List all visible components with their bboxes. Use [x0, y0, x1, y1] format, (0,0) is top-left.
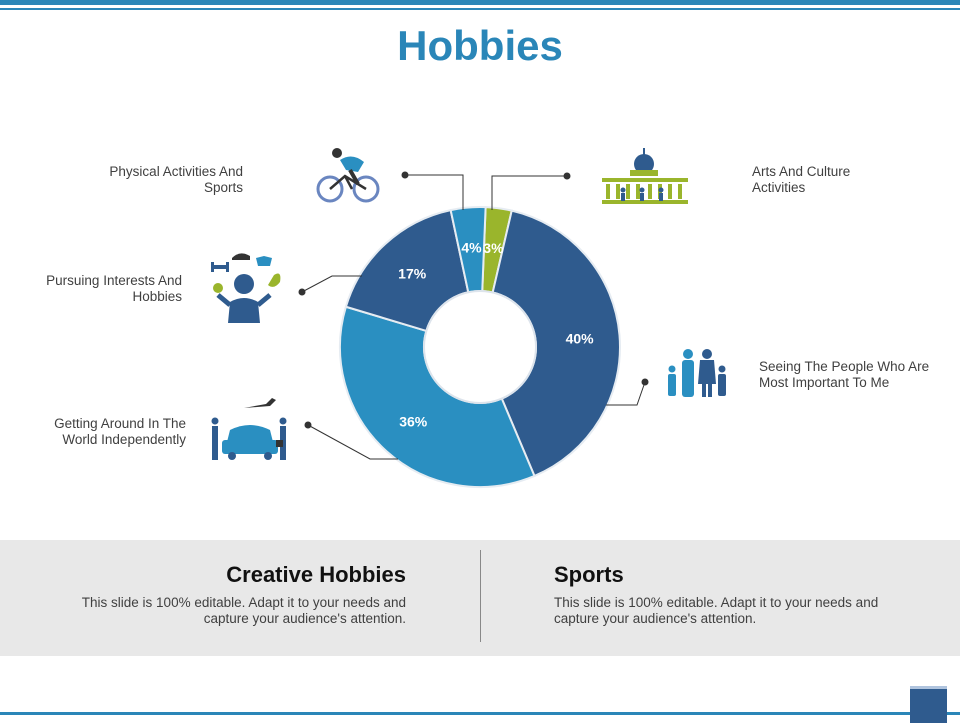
car-travel-icon [211, 398, 287, 460]
connector-dot-physical [401, 171, 409, 179]
slice-label-2: 36% [399, 413, 428, 429]
sports-title: Sports [554, 562, 624, 587]
label-pursuing: Pursuing Interests And Hobbies [46, 273, 182, 304]
corner-square [910, 686, 947, 723]
connector-dot-getting [304, 421, 312, 429]
connector-physical [405, 174, 464, 210]
hobbies-person-icon [211, 253, 281, 323]
donut-chart: 3% 40% 36% 17% 4% [211, 148, 726, 488]
slice-label-3: 17% [398, 266, 427, 282]
label-getting: Getting Around In The World Independentl… [54, 416, 186, 447]
connector-pursuing [301, 275, 362, 293]
connector-dot-pursuing [298, 288, 306, 296]
family-icon [668, 349, 726, 397]
page-title: Hobbies [397, 22, 563, 69]
connector-getting [307, 424, 398, 460]
donut-hole [423, 290, 537, 404]
top-accent-line [0, 8, 960, 10]
museum-icon [602, 148, 688, 204]
connector-people [606, 381, 646, 406]
label-people: Seeing The People Who Are Most Important… [759, 359, 930, 390]
top-accent-bar [0, 0, 960, 5]
creative-hobbies-text: This slide is 100% editable. Adapt it to… [81, 595, 406, 626]
bottom-accent-bar [0, 712, 960, 715]
label-physical: Physical Activities And Sports [109, 164, 243, 195]
sports-text: This slide is 100% editable. Adapt it to… [554, 595, 879, 626]
cyclist-icon [316, 148, 380, 203]
connector-dot-arts [563, 172, 571, 180]
slice-label-1: 40% [566, 330, 595, 346]
label-arts: Arts And Culture Activities [752, 164, 851, 195]
slice-label-4: 4% [461, 239, 482, 255]
creative-hobbies-title: Creative Hobbies [226, 562, 406, 587]
connector-dot-people [641, 378, 649, 386]
panel-divider [480, 550, 481, 642]
slice-label-0: 3% [483, 240, 504, 256]
connector-arts [491, 175, 567, 210]
